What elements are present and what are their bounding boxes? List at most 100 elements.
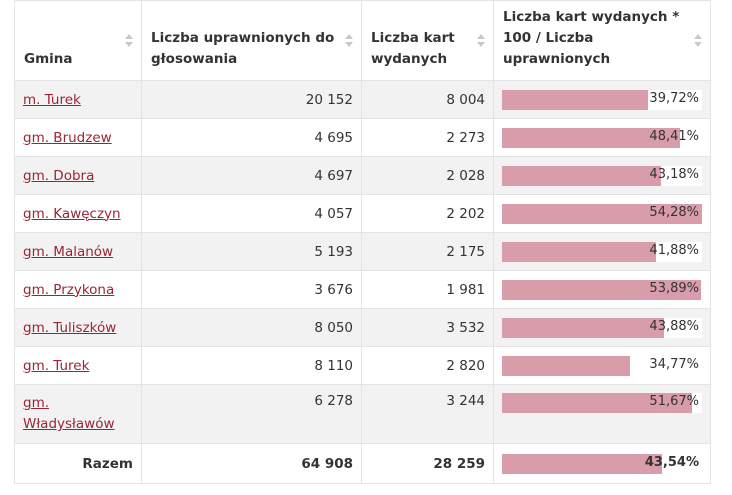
results-table-container: Gmina Liczba uprawnionych do głosowania …	[14, 0, 711, 484]
turnout-bar: 51,67%	[502, 393, 702, 413]
table-row: m. Turek 20 152 8 004 39,72%	[14, 80, 711, 119]
uprawnieni-cell: 20 152	[141, 80, 362, 119]
column-header-frekwencja[interactable]: Liczba kart wydanych * 100 / Liczba upra…	[493, 0, 711, 81]
column-header-uprawnieni[interactable]: Liczba uprawnionych do głosowania	[141, 0, 362, 81]
karty-cell: 3 244	[361, 384, 494, 444]
column-header-gmina[interactable]: Gmina	[14, 0, 142, 81]
table-row: gm. Dobra 4 697 2 028 43,18%	[14, 156, 711, 195]
total-karty: 28 259	[361, 443, 494, 484]
column-header-label: Liczba kart wydanych * 100 / Liczba upra…	[503, 9, 680, 67]
gmina-cell: gm. Brudzew	[14, 118, 142, 157]
gmina-cell: gm. Turek	[14, 346, 142, 385]
uprawnieni-cell: 3 676	[141, 270, 362, 309]
turnout-cell: 51,67%	[493, 384, 711, 444]
table-row: gm. Kawęczyn 4 057 2 202 54,28%	[14, 194, 711, 233]
sort-icon[interactable]	[345, 34, 353, 48]
karty-cell: 8 004	[361, 80, 494, 119]
turnout-bar-fill	[502, 165, 662, 186]
column-header-label: Liczba kart wydanych	[371, 30, 455, 67]
gmina-link[interactable]: gm. Brudzew	[23, 129, 112, 146]
sort-icon[interactable]	[694, 34, 702, 48]
turnout-bar-fill	[502, 355, 631, 376]
gmina-cell: gm. Władysławów	[14, 384, 142, 444]
gmina-link[interactable]: gm. Władysławów	[23, 395, 115, 432]
turnout-value: 34,77%	[649, 356, 699, 372]
karty-cell: 2 028	[361, 156, 494, 195]
gmina-cell: gm. Przykona	[14, 270, 142, 309]
turnout-bar: 43,54%	[502, 453, 702, 474]
turnout-cell: 48,41%	[493, 118, 711, 157]
gmina-link[interactable]: gm. Tuliszków	[23, 319, 117, 336]
gmina-link[interactable]: gm. Przykona	[23, 281, 115, 298]
gmina-cell: m. Turek	[14, 80, 142, 119]
karty-cell: 2 175	[361, 232, 494, 271]
turnout-value: 48,41%	[649, 128, 699, 144]
table-row: gm. Przykona 3 676 1 981 53,89%	[14, 270, 711, 309]
column-header-karty[interactable]: Liczba kart wydanych	[361, 0, 494, 81]
table-header-row: Gmina Liczba uprawnionych do głosowania …	[14, 0, 711, 81]
turnout-value: 43,88%	[649, 318, 699, 334]
total-turnout-cell: 43,54%	[493, 443, 711, 484]
turnout-bar-fill	[502, 89, 649, 110]
uprawnieni-cell: 4 695	[141, 118, 362, 157]
total-uprawnieni: 64 908	[141, 443, 362, 484]
turnout-bar: 39,72%	[502, 89, 702, 110]
table-footer-row: Razem 64 908 28 259 43,54%	[14, 443, 711, 484]
uprawnieni-cell: 8 050	[141, 308, 362, 347]
turnout-bar-fill	[502, 203, 702, 224]
turnout-cell: 41,88%	[493, 232, 711, 271]
karty-cell: 1 981	[361, 270, 494, 309]
turnout-cell: 54,28%	[493, 194, 711, 233]
turnout-bar-fill	[502, 317, 664, 338]
gmina-cell: gm. Tuliszków	[14, 308, 142, 347]
turnout-bar-fill	[502, 279, 701, 300]
turnout-cell: 39,72%	[493, 80, 711, 119]
turnout-bar-fill	[502, 453, 663, 474]
gmina-link[interactable]: gm. Turek	[23, 357, 90, 374]
turnout-value: 53,89%	[649, 280, 699, 296]
turnout-bar: 54,28%	[502, 203, 702, 224]
turnout-bar: 48,41%	[502, 127, 702, 148]
uprawnieni-cell: 4 697	[141, 156, 362, 195]
table-body: m. Turek 20 152 8 004 39,72% gm. Brudzew 4 69…	[14, 80, 711, 444]
turnout-value: 39,72%	[649, 90, 699, 106]
karty-cell: 3 532	[361, 308, 494, 347]
table-row: gm. Tuliszków 8 050 3 532 43,88%	[14, 308, 711, 347]
gmina-link[interactable]: gm. Kawęczyn	[23, 205, 121, 222]
gmina-link[interactable]: m. Turek	[23, 91, 81, 108]
gmina-link[interactable]: gm. Dobra	[23, 167, 95, 184]
turnout-value: 43,18%	[649, 166, 699, 182]
turnout-bar-fill	[502, 241, 657, 262]
karty-cell: 2 202	[361, 194, 494, 233]
turnout-bar: 43,88%	[502, 317, 702, 338]
turnout-bar: 43,18%	[502, 165, 702, 186]
turnout-bar: 34,77%	[502, 355, 702, 376]
table-row: gm. Malanów 5 193 2 175 41,88%	[14, 232, 711, 271]
turnout-bar-fill	[502, 127, 681, 148]
turnout-cell: 34,77%	[493, 346, 711, 385]
turnout-cell: 53,89%	[493, 270, 711, 309]
column-header-label: Liczba uprawnionych do głosowania	[151, 30, 335, 67]
gmina-cell: gm. Dobra	[14, 156, 142, 195]
column-header-label: Gmina	[24, 51, 73, 67]
table-row: gm. Turek 8 110 2 820 34,77%	[14, 346, 711, 385]
turnout-value: 54,28%	[649, 204, 699, 220]
sort-icon[interactable]	[477, 34, 485, 48]
karty-cell: 2 273	[361, 118, 494, 157]
uprawnieni-cell: 5 193	[141, 232, 362, 271]
turnout-bar: 41,88%	[502, 241, 702, 262]
gmina-link[interactable]: gm. Malanów	[23, 243, 114, 260]
uprawnieni-cell: 4 057	[141, 194, 362, 233]
total-label: Razem	[14, 443, 142, 484]
gmina-cell: gm. Kawęczyn	[14, 194, 142, 233]
turnout-value: 43,54%	[644, 454, 699, 470]
sort-icon[interactable]	[125, 34, 133, 48]
table-row: gm. Brudzew 4 695 2 273 48,41%	[14, 118, 711, 157]
turnout-bar: 53,89%	[502, 279, 702, 300]
karty-cell: 2 820	[361, 346, 494, 385]
turnout-bar-fill	[502, 393, 693, 413]
gmina-cell: gm. Malanów	[14, 232, 142, 271]
uprawnieni-cell: 8 110	[141, 346, 362, 385]
results-table: Gmina Liczba uprawnionych do głosowania …	[14, 0, 711, 484]
uprawnieni-cell: 6 278	[141, 384, 362, 444]
